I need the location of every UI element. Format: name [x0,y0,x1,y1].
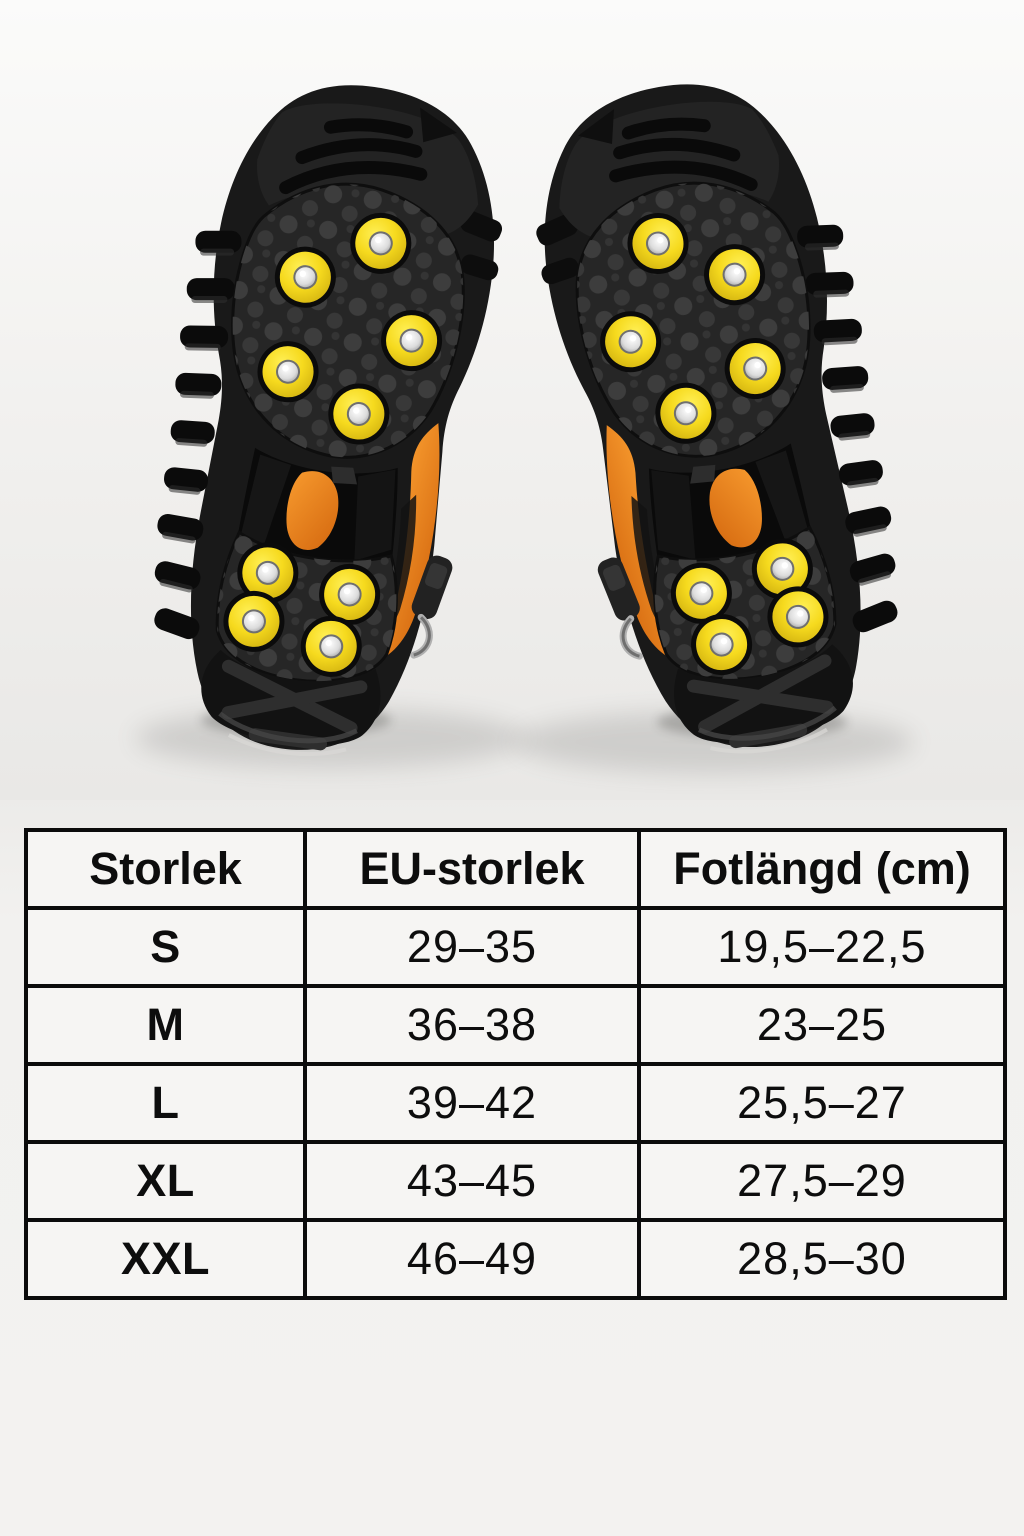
foot-length-cell: 25,5–27 [637,1062,1007,1144]
eu-range-cell: 29–35 [303,906,641,988]
foot-length-cell: 28,5–30 [637,1218,1007,1300]
col-header-storlek: Storlek [24,828,307,910]
product-photo [0,0,1024,800]
eu-range-cell: 39–42 [303,1062,641,1144]
table-row: XL 43–45 27,5–29 [24,1140,1007,1222]
eu-range-cell: 43–45 [303,1140,641,1222]
header-row: Storlek EU-storlek Fotlängd (cm) [24,828,1007,910]
col-header-eu-storlek: EU-storlek [303,828,641,910]
photo-backdrop [0,0,1024,800]
table-row: S 29–35 19,5–22,5 [24,906,1007,988]
foot-length-cell: 19,5–22,5 [637,906,1007,988]
size-table: Storlek EU-storlek Fotlängd (cm) S 29–35… [24,828,1007,1300]
size-cell: XL [24,1140,307,1222]
foot-length-cell: 23–25 [637,984,1007,1066]
eu-range-cell: 36–38 [303,984,641,1066]
size-cell: XXL [24,1218,307,1300]
size-cell: M [24,984,307,1066]
foot-length-cell: 27,5–29 [637,1140,1007,1222]
table-row: XXL 46–49 28,5–30 [24,1218,1007,1300]
eu-range-cell: 46–49 [303,1218,641,1300]
size-cell: L [24,1062,307,1144]
col-header-fotlangd: Fotlängd (cm) [637,828,1007,910]
size-cell: S [24,906,307,988]
table-row: M 36–38 23–25 [24,984,1007,1066]
ice-grip-shoes-illustration [0,0,1024,800]
table-row: L 39–42 25,5–27 [24,1062,1007,1144]
